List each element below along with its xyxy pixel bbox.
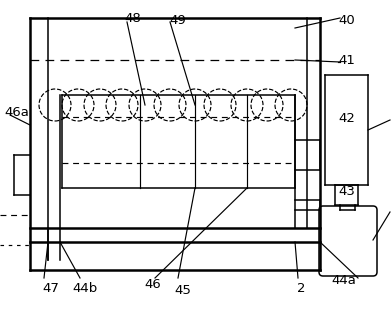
Text: 41: 41 xyxy=(338,54,355,67)
Text: 47: 47 xyxy=(42,282,59,295)
Text: 49: 49 xyxy=(169,14,186,27)
Text: 44a: 44a xyxy=(331,274,356,287)
Text: 44b: 44b xyxy=(73,282,98,295)
Text: 40: 40 xyxy=(338,14,355,27)
Text: 46a: 46a xyxy=(5,106,29,119)
Text: 48: 48 xyxy=(125,12,142,25)
Text: 45: 45 xyxy=(174,284,191,297)
Text: 2: 2 xyxy=(297,282,306,295)
Text: 42: 42 xyxy=(338,112,355,125)
Text: 43: 43 xyxy=(338,185,355,198)
Text: 46: 46 xyxy=(144,278,161,291)
